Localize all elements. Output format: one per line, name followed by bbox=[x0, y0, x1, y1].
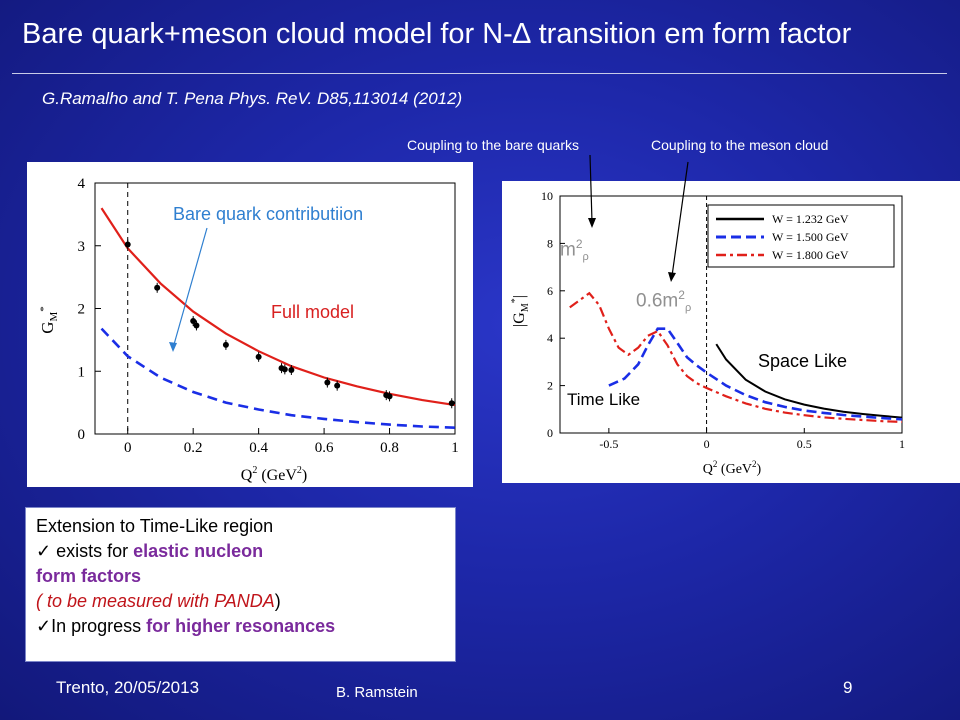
right-plot-frame bbox=[559, 195, 903, 434]
title-divider bbox=[12, 73, 947, 74]
left-tick-labels: 0 0.2 0.4 0.6 0.8 1 0 1 2 3 4 bbox=[78, 176, 459, 456]
legend-entry: W = 1.800 GeV bbox=[772, 248, 849, 262]
data-point bbox=[193, 322, 200, 329]
data-point bbox=[154, 284, 161, 291]
left-xtick-label: 0 bbox=[124, 440, 131, 456]
right-xtick-label: -0.5 bbox=[599, 437, 618, 451]
left-xtick-label: 0.2 bbox=[184, 440, 203, 456]
left-xtick-label: 0.4 bbox=[249, 440, 268, 456]
footer-page-number: 9 bbox=[843, 678, 853, 697]
left-xtick-label: 1 bbox=[451, 440, 459, 456]
series-full-model bbox=[100, 207, 456, 407]
series-w-1500 bbox=[608, 327, 903, 421]
info-line-5: ✓In progress for higher resonances bbox=[36, 616, 336, 636]
right-ytick-label: 4 bbox=[547, 331, 553, 345]
reference-citation: G.Ramalho and T. Pena Phys. ReV. D85,113… bbox=[42, 89, 463, 108]
legend-entry: W = 1.500 GeV bbox=[772, 230, 849, 244]
series-w-1232 bbox=[715, 343, 903, 419]
annotation-bare-quark: Bare quark contributiion bbox=[173, 204, 364, 224]
annotation-arrow-left bbox=[169, 227, 208, 352]
info-line-1: Extension to Time-Like region bbox=[36, 516, 274, 536]
data-point bbox=[190, 318, 197, 325]
left-ytick-label: 2 bbox=[78, 302, 86, 318]
slide-title: Bare quark+meson cloud model for N-∆ tra… bbox=[22, 18, 852, 50]
right-axes bbox=[559, 195, 903, 434]
data-point bbox=[255, 353, 262, 360]
label-space-like: Space Like bbox=[758, 351, 848, 371]
data-point bbox=[281, 366, 288, 373]
series-bare-quark bbox=[100, 327, 456, 429]
left-ytick-label: 4 bbox=[78, 176, 86, 192]
right-ytick-label: 0 bbox=[547, 426, 553, 440]
data-point bbox=[386, 393, 393, 400]
check-icon: ✓ bbox=[36, 616, 52, 636]
footer-location-date: Trento, 20/05/2013 bbox=[56, 678, 200, 697]
data-point bbox=[324, 379, 331, 386]
caption-bare-quarks: Coupling to the bare quarks bbox=[407, 137, 579, 153]
caption-meson-cloud: Coupling to the meson cloud bbox=[651, 137, 829, 153]
left-axes bbox=[94, 182, 456, 435]
annotation-06m2-rho: 0.6m2ρ bbox=[636, 288, 692, 315]
left-ytick-label: 1 bbox=[78, 364, 86, 380]
left-xtick-label: 0.8 bbox=[380, 440, 399, 456]
data-point bbox=[222, 341, 229, 348]
right-ytick-label: 8 bbox=[547, 236, 553, 250]
right-xlabel: Q2 (GeV2) bbox=[703, 459, 762, 477]
label-time-like: Time Like bbox=[567, 390, 641, 409]
data-point bbox=[448, 400, 455, 407]
right-ytick-label: 6 bbox=[547, 284, 553, 298]
right-xtick-label: 0 bbox=[704, 437, 710, 451]
legend-entry: W = 1.232 GeV bbox=[772, 212, 849, 226]
figure-left-panel: 0 0.2 0.4 0.6 0.8 1 0 1 2 3 4 GM* Q2 (GeV2) Bare q… bbox=[27, 162, 473, 487]
left-ytick-label: 0 bbox=[78, 427, 86, 443]
data-point bbox=[124, 241, 131, 248]
right-ylabel: |GM*| bbox=[510, 295, 531, 327]
annotation-m2-rho: m2ρ bbox=[560, 237, 589, 264]
info-box: Extension to Time-Like region ✓ exists f… bbox=[25, 507, 456, 662]
info-line-4: ( to be measured with PANDA) bbox=[36, 591, 281, 611]
check-icon: ✓ bbox=[36, 541, 52, 561]
data-point bbox=[288, 366, 295, 373]
right-xtick-label: 1 bbox=[899, 437, 905, 451]
figure-right-panel: -0.5 0 0.5 1 0 2 4 6 8 10 W = 1.232 GeV W = 1.500 … bbox=[502, 181, 960, 483]
right-ytick-label: 2 bbox=[547, 379, 553, 393]
figure-left-plot: 0 0.2 0.4 0.6 0.8 1 0 1 2 3 4 GM* Q2 (GeV2) bbox=[38, 176, 459, 484]
right-legend: W = 1.232 GeV W = 1.500 GeV W = 1.800 GeV bbox=[707, 204, 895, 268]
info-line-2: ✓ exists for elastic nucleon bbox=[36, 541, 264, 561]
right-xtick-label: 0.5 bbox=[797, 437, 812, 451]
data-point bbox=[334, 382, 341, 389]
footer-author: B. Ramstein bbox=[336, 684, 418, 701]
annotation-full-model: Full model bbox=[271, 302, 355, 322]
right-ytick-label: 10 bbox=[541, 189, 553, 203]
right-series bbox=[569, 291, 903, 423]
left-xtick-label: 0.6 bbox=[315, 440, 334, 456]
left-series bbox=[100, 207, 456, 429]
series-w-1800 bbox=[569, 291, 903, 423]
left-xlabel: Q2 (GeV2) bbox=[241, 465, 307, 484]
left-ylabel: GM* bbox=[38, 306, 60, 334]
left-ytick-label: 3 bbox=[78, 239, 86, 255]
info-line-3: form factors bbox=[36, 566, 142, 586]
